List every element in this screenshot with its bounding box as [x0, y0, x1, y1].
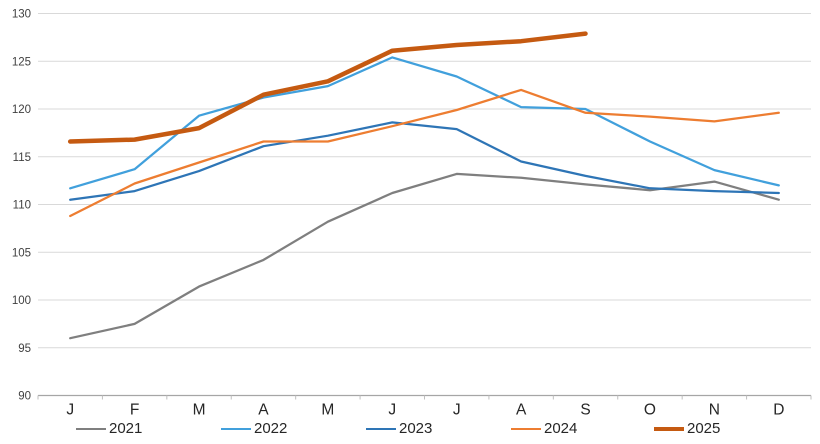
- y-axis-tick-label: 105: [12, 247, 31, 259]
- y-axis-tick-label: 130: [12, 9, 31, 21]
- legend-line-swatch: [654, 426, 684, 432]
- y-axis-tick-label: 95: [18, 343, 31, 355]
- series-line-2024: [69, 88, 780, 218]
- legend-label: 2025: [687, 420, 721, 437]
- x-axis-month-label: J: [66, 402, 74, 419]
- x-axis-month-label: O: [644, 402, 656, 419]
- x-axis-month-label: S: [580, 402, 590, 419]
- legend-item-2021: 2021: [76, 418, 142, 440]
- series-line-2021: [69, 172, 780, 340]
- x-axis-month-label: A: [258, 402, 269, 419]
- y-axis-tick-label: 120: [12, 104, 31, 116]
- legend-line-swatch: [366, 427, 396, 431]
- x-axis-month-label: M: [321, 402, 334, 419]
- y-axis-tick-label: 125: [12, 56, 31, 68]
- x-axis-month-label: D: [773, 402, 784, 419]
- x-axis-month-label: J: [388, 402, 396, 419]
- y-axis-tick-label: 110: [13, 200, 31, 212]
- x-axis-month-label: M: [193, 402, 206, 419]
- legend-line-swatch: [76, 427, 106, 431]
- legend-item-2023: 2023: [366, 418, 432, 440]
- y-axis-tick-label: 100: [12, 295, 31, 307]
- legend-label: 2022: [254, 420, 288, 437]
- legend-item-2025: 2025: [654, 418, 720, 440]
- legend-item-2022: 2022: [221, 418, 287, 440]
- x-axis-month-label: N: [709, 402, 720, 419]
- y-axis-tick-label: 90: [18, 391, 31, 403]
- chart-svg: 90 95 100 105 110 115 120 125 130 J F M A M J J A S O N D: [12, 9, 812, 419]
- legend-label: 2023: [399, 420, 433, 437]
- series-line-2023: [69, 121, 780, 201]
- x-axis-month-label: F: [130, 402, 139, 419]
- y-axis-tick-label: 115: [13, 152, 31, 164]
- x-axis-month-label: J: [453, 402, 461, 419]
- legend-item-2024: 2024: [511, 418, 577, 440]
- x-axis-month-label: A: [516, 402, 527, 419]
- series-line-2022: [69, 56, 780, 190]
- legend-line-swatch: [221, 427, 251, 431]
- legend-label: 2024: [544, 420, 578, 437]
- series-line-2025: [67, 31, 588, 144]
- chart-legend: 2021 2022 2023 2024 2025: [0, 418, 820, 442]
- legend-line-swatch: [511, 427, 541, 431]
- legend-label: 2021: [109, 420, 143, 437]
